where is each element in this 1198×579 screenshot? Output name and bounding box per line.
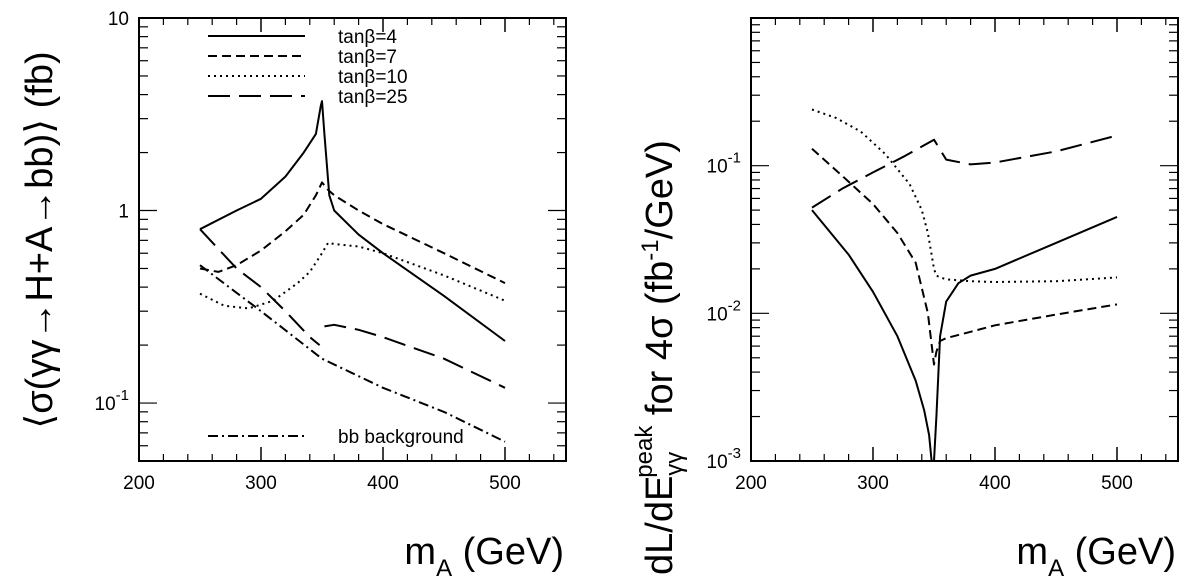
right-y-axis-title: dL/dEγγpeak for 4σ (fb-1/GeV) [631,140,688,575]
y-title-part3: /GeV) [639,140,681,239]
left-y-axis-title: ⟨σ(γγ→H+A→bb)⟩ (fb) [19,51,61,428]
x-tick-label: 200 [735,473,767,494]
x-title-base: m [404,531,436,573]
legend-label: tanβ=25 [338,87,408,108]
x-tick-label: 500 [489,473,521,494]
left-series-lines [199,100,506,443]
left-x-axis-title: mA (GeV) [404,531,564,579]
y-tick-label: 10 [108,9,129,30]
series-line-tan-4 [933,215,1118,462]
x-title-sub: A [1048,555,1064,579]
y-title-part1: dL/dE [639,476,681,575]
series-line-tan-10 [811,108,1118,283]
y-tick-label: 10-3 [707,445,741,473]
right-series-lines [811,108,1118,462]
series-line-tan-25 [199,228,321,346]
series-line-bb-background [199,264,506,443]
y-title-part2: for 4σ (fb [639,261,681,426]
series-line-tan-7 [199,181,506,284]
legend-label: tanβ=4 [338,27,397,48]
x-title-sub: A [436,555,452,579]
legend-label: bb background [338,427,464,448]
legend-label: tanβ=10 [338,67,408,88]
x-tick-label: 400 [979,473,1011,494]
x-title-rest: (GeV) [1064,531,1176,573]
y-tick-label: 10-1 [95,387,129,415]
y-title-sup: peak [631,425,658,478]
x-title-rest: (GeV) [452,531,564,573]
y-title-sup2: -1 [637,239,664,260]
series-line-tan-7 [811,148,1118,366]
y-title-sub: γγ [661,452,688,476]
right-chart: 200 300 400 500 10-1 10-2 10-3 mA (GeV) dL/dEγ… [631,17,1179,579]
x-tick-label: 500 [1101,473,1133,494]
x-tick-label: 300 [245,473,277,494]
y-tick-label: 1 [118,202,129,223]
background-legend: bb background [208,427,464,448]
series-line-tan-4 [811,209,933,462]
y-tick-label: 10-1 [707,150,741,178]
right-axis-ticks: 200 300 400 500 10-1 10-2 10-3 [707,18,1178,494]
left-chart: 200 300 400 500 10 1 10-1 tanβ=4tanβ=7tanβ=10t… [19,9,567,579]
right-plot-frame [750,17,1179,462]
x-tick-label: 300 [857,473,889,494]
legend-label: tanβ=7 [338,47,397,68]
x-tick-label: 200 [123,473,155,494]
series-line-tan-25 [324,323,506,389]
left-axis-ticks: 200 300 400 500 10 1 10-1 [95,9,566,494]
x-title-base: m [1016,531,1048,573]
x-tick-label: 400 [367,473,399,494]
left-plot-frame [138,17,567,462]
series-line-tan-25 [811,134,1118,209]
series-line-tan-4 [199,100,506,342]
right-x-axis-title: mA (GeV) [1016,531,1176,579]
y-tick-label: 10-2 [707,297,741,325]
